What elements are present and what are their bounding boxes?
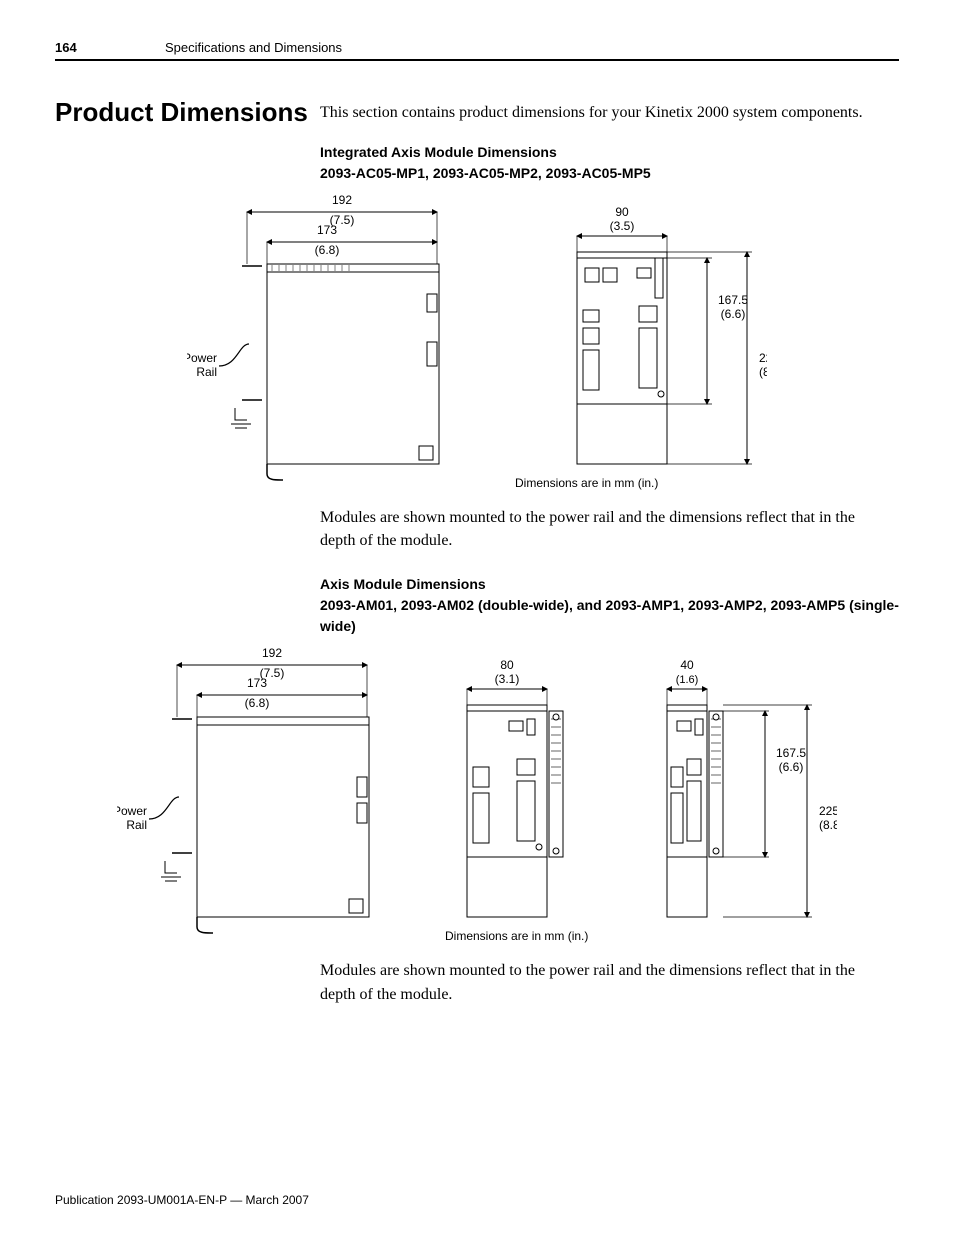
section-title: Product Dimensions [55,97,320,128]
dim-225-in-2: (8.8) [819,818,837,832]
figure2-front-single: 40 (1.6) 167.5 (6.6) 225 (8.8) [647,647,837,937]
page-header: 164 Specifications and Dimensions [55,40,899,61]
dim-80-in: (3.1) [495,672,520,686]
page-number: 164 [55,40,165,55]
dim-90-in: (3.5) [610,219,635,233]
power-rail-label-2: Rail [196,365,217,379]
figure2-body-note: Modules are shown mounted to the power r… [320,959,869,1005]
dim-167-in: (6.6) [721,307,746,321]
dim-173-mm: 173 [317,223,337,237]
dim-167-mm-2: 167.5 [776,746,806,760]
figure2-heading-line1: Axis Module Dimensions [320,576,486,592]
figure2-block: 192 (7.5) 173 (6.8) Power Rail 80 (3.1) [55,647,899,937]
dim-173-in: (6.8) [315,243,340,257]
dim-192-mm-2: 192 [262,647,282,660]
power-rail-label-1b: Power [117,804,147,818]
dim-40-in: (1.6) [676,674,699,686]
section-row: Product Dimensions This section contains… [55,97,899,128]
chapter-title: Specifications and Dimensions [165,40,342,55]
figure1-heading-line2: 2093-AC05-MP1, 2093-AC05-MP2, 2093-AC05-… [320,165,651,181]
dim-80-mm: 80 [500,658,514,672]
figure2-side-view: 192 (7.5) 173 (6.8) Power Rail [117,647,407,937]
figure1-heading-line1: Integrated Axis Module Dimensions [320,144,557,160]
dim-225-in: (8.8) [759,365,767,379]
figure1-body-note: Modules are shown mounted to the power r… [320,506,869,552]
section-intro: This section contains product dimensions… [320,97,863,128]
figure2-front-double: 80 (3.1) [447,647,607,937]
figure1-block: 192 (7.5) 173 (6.8) Power Rail [55,194,899,484]
figure2-heading-line2: 2093-AM01, 2093-AM02 (double-wide), and … [320,597,899,634]
dim-167-in-2: (6.6) [779,760,804,774]
dim-40-mm: 40 [680,658,694,672]
dim-173-in-2: (6.8) [245,696,270,710]
figure1-side-view: 192 (7.5) 173 (6.8) Power Rail [187,194,477,484]
publication-footer: Publication 2093-UM001A-EN-P — March 200… [55,1193,309,1207]
figure1-heading: Integrated Axis Module Dimensions 2093-A… [320,142,899,184]
dim-225-mm-2: 225 [819,804,837,818]
dim-192-mm: 192 [332,194,352,207]
dim-173-mm-2: 173 [247,676,267,690]
dim-167-mm: 167.5 [718,293,748,307]
dim-225-mm: 225 [759,351,767,365]
figure2-heading: Axis Module Dimensions 2093-AM01, 2093-A… [320,574,899,637]
power-rail-label-1: Power [187,351,217,365]
dim-90-mm: 90 [615,205,629,219]
power-rail-label-2b: Rail [126,818,147,832]
figure1-front-view: 90 (3.5) 167.5 (6.6) 225 (8.8) [547,194,767,484]
